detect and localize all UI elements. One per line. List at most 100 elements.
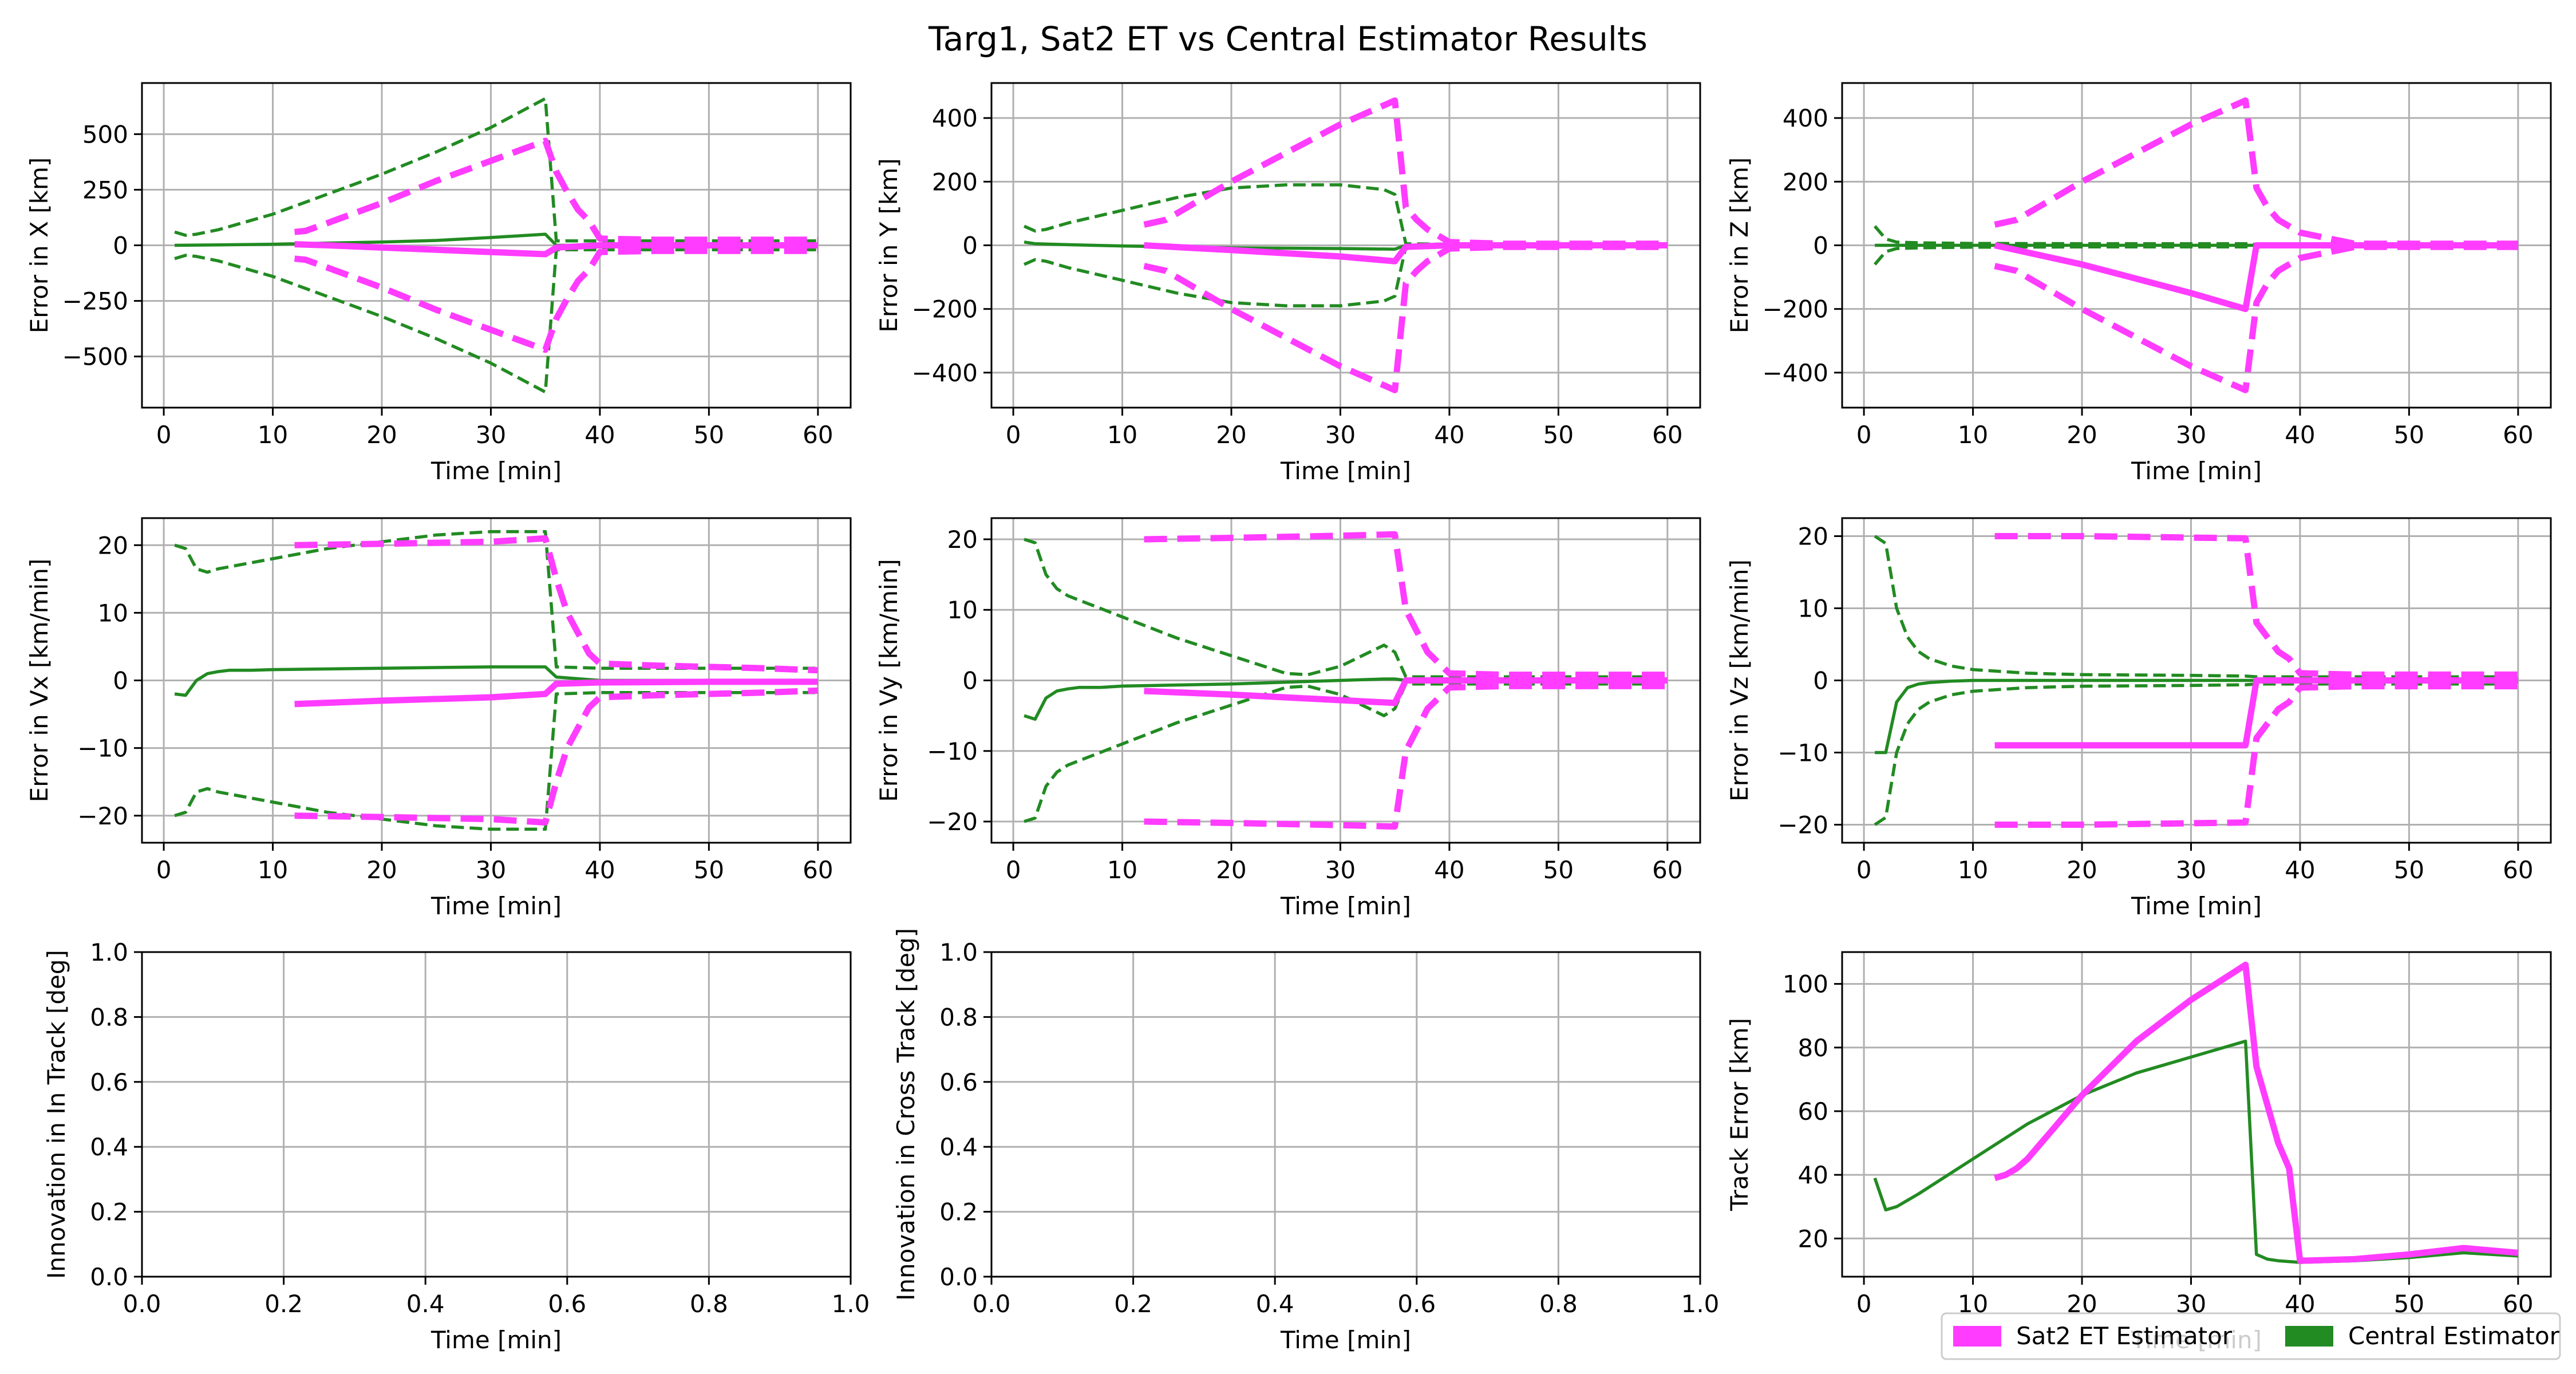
sat2-et-bound-line bbox=[1994, 243, 2518, 393]
x-tick-label: 0 bbox=[156, 856, 172, 884]
y-tick-label: 500 bbox=[82, 120, 128, 148]
x-tick-label: 0.6 bbox=[1397, 1290, 1436, 1318]
y-tick-label: 0 bbox=[1813, 232, 1828, 260]
y-tick-label: 0.0 bbox=[90, 1263, 128, 1291]
y-tick-label: 0.6 bbox=[939, 1068, 978, 1096]
y-tick-label: 20 bbox=[1798, 523, 1828, 551]
sat2-et-bound-line bbox=[1994, 97, 2518, 247]
y-tick-label: −400 bbox=[1763, 359, 1828, 387]
y-axis-label: Error in Vx [km/min] bbox=[25, 559, 53, 803]
legend-label: Central Estimator bbox=[2348, 1322, 2560, 1350]
x-tick-label: 30 bbox=[476, 856, 506, 884]
y-tick-label: 10 bbox=[98, 599, 128, 627]
x-tick-label: 20 bbox=[366, 421, 397, 449]
x-tick-label: 40 bbox=[2285, 856, 2315, 884]
y-tick-label: −20 bbox=[77, 802, 128, 830]
x-tick-label: 60 bbox=[803, 421, 833, 449]
x-tick-label: 0.8 bbox=[690, 1290, 728, 1318]
central-bound-line bbox=[174, 97, 818, 243]
x-tick-label: 0 bbox=[1856, 1290, 1872, 1318]
y-tick-label: −200 bbox=[1763, 295, 1828, 323]
x-tick-label: 50 bbox=[2394, 421, 2424, 449]
x-tick-label: 40 bbox=[584, 421, 615, 449]
legend-box bbox=[1941, 1312, 2561, 1360]
central-bound-line bbox=[1024, 682, 1668, 823]
x-axis-label: Time [min] bbox=[430, 1326, 562, 1354]
central-bound-line bbox=[174, 248, 818, 394]
sat2-et-error-line bbox=[1144, 677, 1668, 706]
sat2-et-error-line bbox=[1994, 242, 2518, 313]
series-group bbox=[1874, 97, 2518, 393]
x-axis-label: Time [min] bbox=[430, 892, 562, 920]
sat2-et-bound-line bbox=[1144, 682, 1668, 830]
axes-frame bbox=[141, 951, 852, 1278]
sat2-et-error-line bbox=[294, 241, 818, 258]
y-tick-label: −20 bbox=[927, 808, 978, 836]
sat2-et-bound-line bbox=[1143, 243, 1668, 393]
x-tick-label: 60 bbox=[803, 856, 833, 884]
x-axis-label: Time [min] bbox=[1280, 892, 1411, 920]
y-tick-label: 20 bbox=[98, 531, 128, 559]
y-tick-label: 60 bbox=[1798, 1097, 1828, 1126]
legend-swatch bbox=[1953, 1326, 2001, 1347]
sat2-et-error-line bbox=[1994, 677, 2518, 749]
y-tick-label: 0 bbox=[113, 667, 128, 695]
x-tick-label: 30 bbox=[1325, 856, 1356, 884]
subplot-5: 0 10 20 30 40 50 60 −20 −10 0 10 20 Time [min] Error … bbox=[875, 517, 1701, 920]
y-tick-label: 0.2 bbox=[939, 1198, 978, 1226]
subplot-7: 0.0 0.2 0.4 0.6 0.8 1.0 0.0 0.2 0.4 0.6 0.8 1.0 Time… bbox=[42, 938, 870, 1354]
x-tick-label: 0 bbox=[1856, 421, 1872, 449]
subplot-3: 0 10 20 30 40 50 60 −400 −200 0 200 400 Time [min] Er… bbox=[1725, 82, 2552, 485]
y-axis-label: Error in Vy [km/min] bbox=[875, 559, 903, 802]
sat2-et-bound-line bbox=[1143, 97, 1668, 247]
x-axis-label: Time [min] bbox=[430, 457, 562, 485]
x-tick-label: 40 bbox=[584, 856, 615, 884]
x-tick-label: 30 bbox=[2176, 421, 2206, 449]
axes-frame bbox=[1841, 951, 2552, 1278]
x-tick-label: 10 bbox=[1958, 856, 1988, 884]
series-group bbox=[174, 97, 818, 394]
y-tick-label: 10 bbox=[947, 596, 978, 624]
x-tick-label: 1.0 bbox=[832, 1290, 870, 1318]
y-tick-label: 0 bbox=[962, 232, 978, 260]
y-tick-label: 0 bbox=[962, 667, 978, 695]
sat2-et-bound-line bbox=[294, 687, 819, 826]
x-tick-label: 60 bbox=[2503, 421, 2533, 449]
x-tick-label: 50 bbox=[1543, 856, 1574, 884]
series-group bbox=[1873, 961, 2519, 1264]
y-axis-label: Error in Vz [km/min] bbox=[1725, 559, 1753, 802]
x-axis-label: Time [min] bbox=[1280, 1326, 1411, 1354]
x-axis-label: Time [min] bbox=[1280, 457, 1411, 485]
x-tick-label: 20 bbox=[2067, 856, 2097, 884]
x-tick-label: 30 bbox=[476, 421, 506, 449]
x-tick-label: 0.4 bbox=[1256, 1290, 1294, 1318]
y-tick-label: 10 bbox=[1798, 595, 1828, 623]
sat2-et-error-line bbox=[294, 678, 818, 708]
sat2-et-bound-line bbox=[1994, 533, 2518, 678]
y-tick-label: 0.4 bbox=[939, 1133, 978, 1161]
sat2-et-bound-line bbox=[294, 247, 818, 353]
x-axis-label: Time [min] bbox=[2131, 892, 2262, 920]
x-tick-label: 30 bbox=[2176, 856, 2206, 884]
subplot-2: 0 10 20 30 40 50 60 −400 −200 0 200 400 Time [min] Er… bbox=[875, 82, 1701, 485]
y-tick-label: 200 bbox=[1783, 168, 1828, 196]
x-tick-label: 0 bbox=[1006, 856, 1021, 884]
legend-swatch bbox=[2285, 1326, 2333, 1347]
y-tick-label: −10 bbox=[927, 737, 978, 765]
central-bound-line bbox=[1023, 244, 1668, 307]
subplot-1: 0 10 20 30 40 50 60 −500 −250 0 250 500 Time [min] Er… bbox=[25, 82, 852, 485]
y-tick-label: 400 bbox=[1783, 104, 1828, 132]
x-tick-label: 10 bbox=[258, 856, 288, 884]
x-tick-label: 0.8 bbox=[1539, 1290, 1578, 1318]
sat2-et-bound-line bbox=[294, 535, 819, 674]
x-tick-label: 60 bbox=[2503, 856, 2533, 884]
series-group bbox=[174, 530, 819, 831]
central-bound-line bbox=[1874, 535, 2518, 678]
x-tick-label: 40 bbox=[1434, 421, 1464, 449]
y-tick-label: 0 bbox=[1813, 667, 1828, 695]
y-tick-label: −500 bbox=[62, 343, 128, 371]
central-error-line bbox=[174, 665, 818, 697]
sat2-et-bound-line bbox=[1994, 683, 2518, 828]
